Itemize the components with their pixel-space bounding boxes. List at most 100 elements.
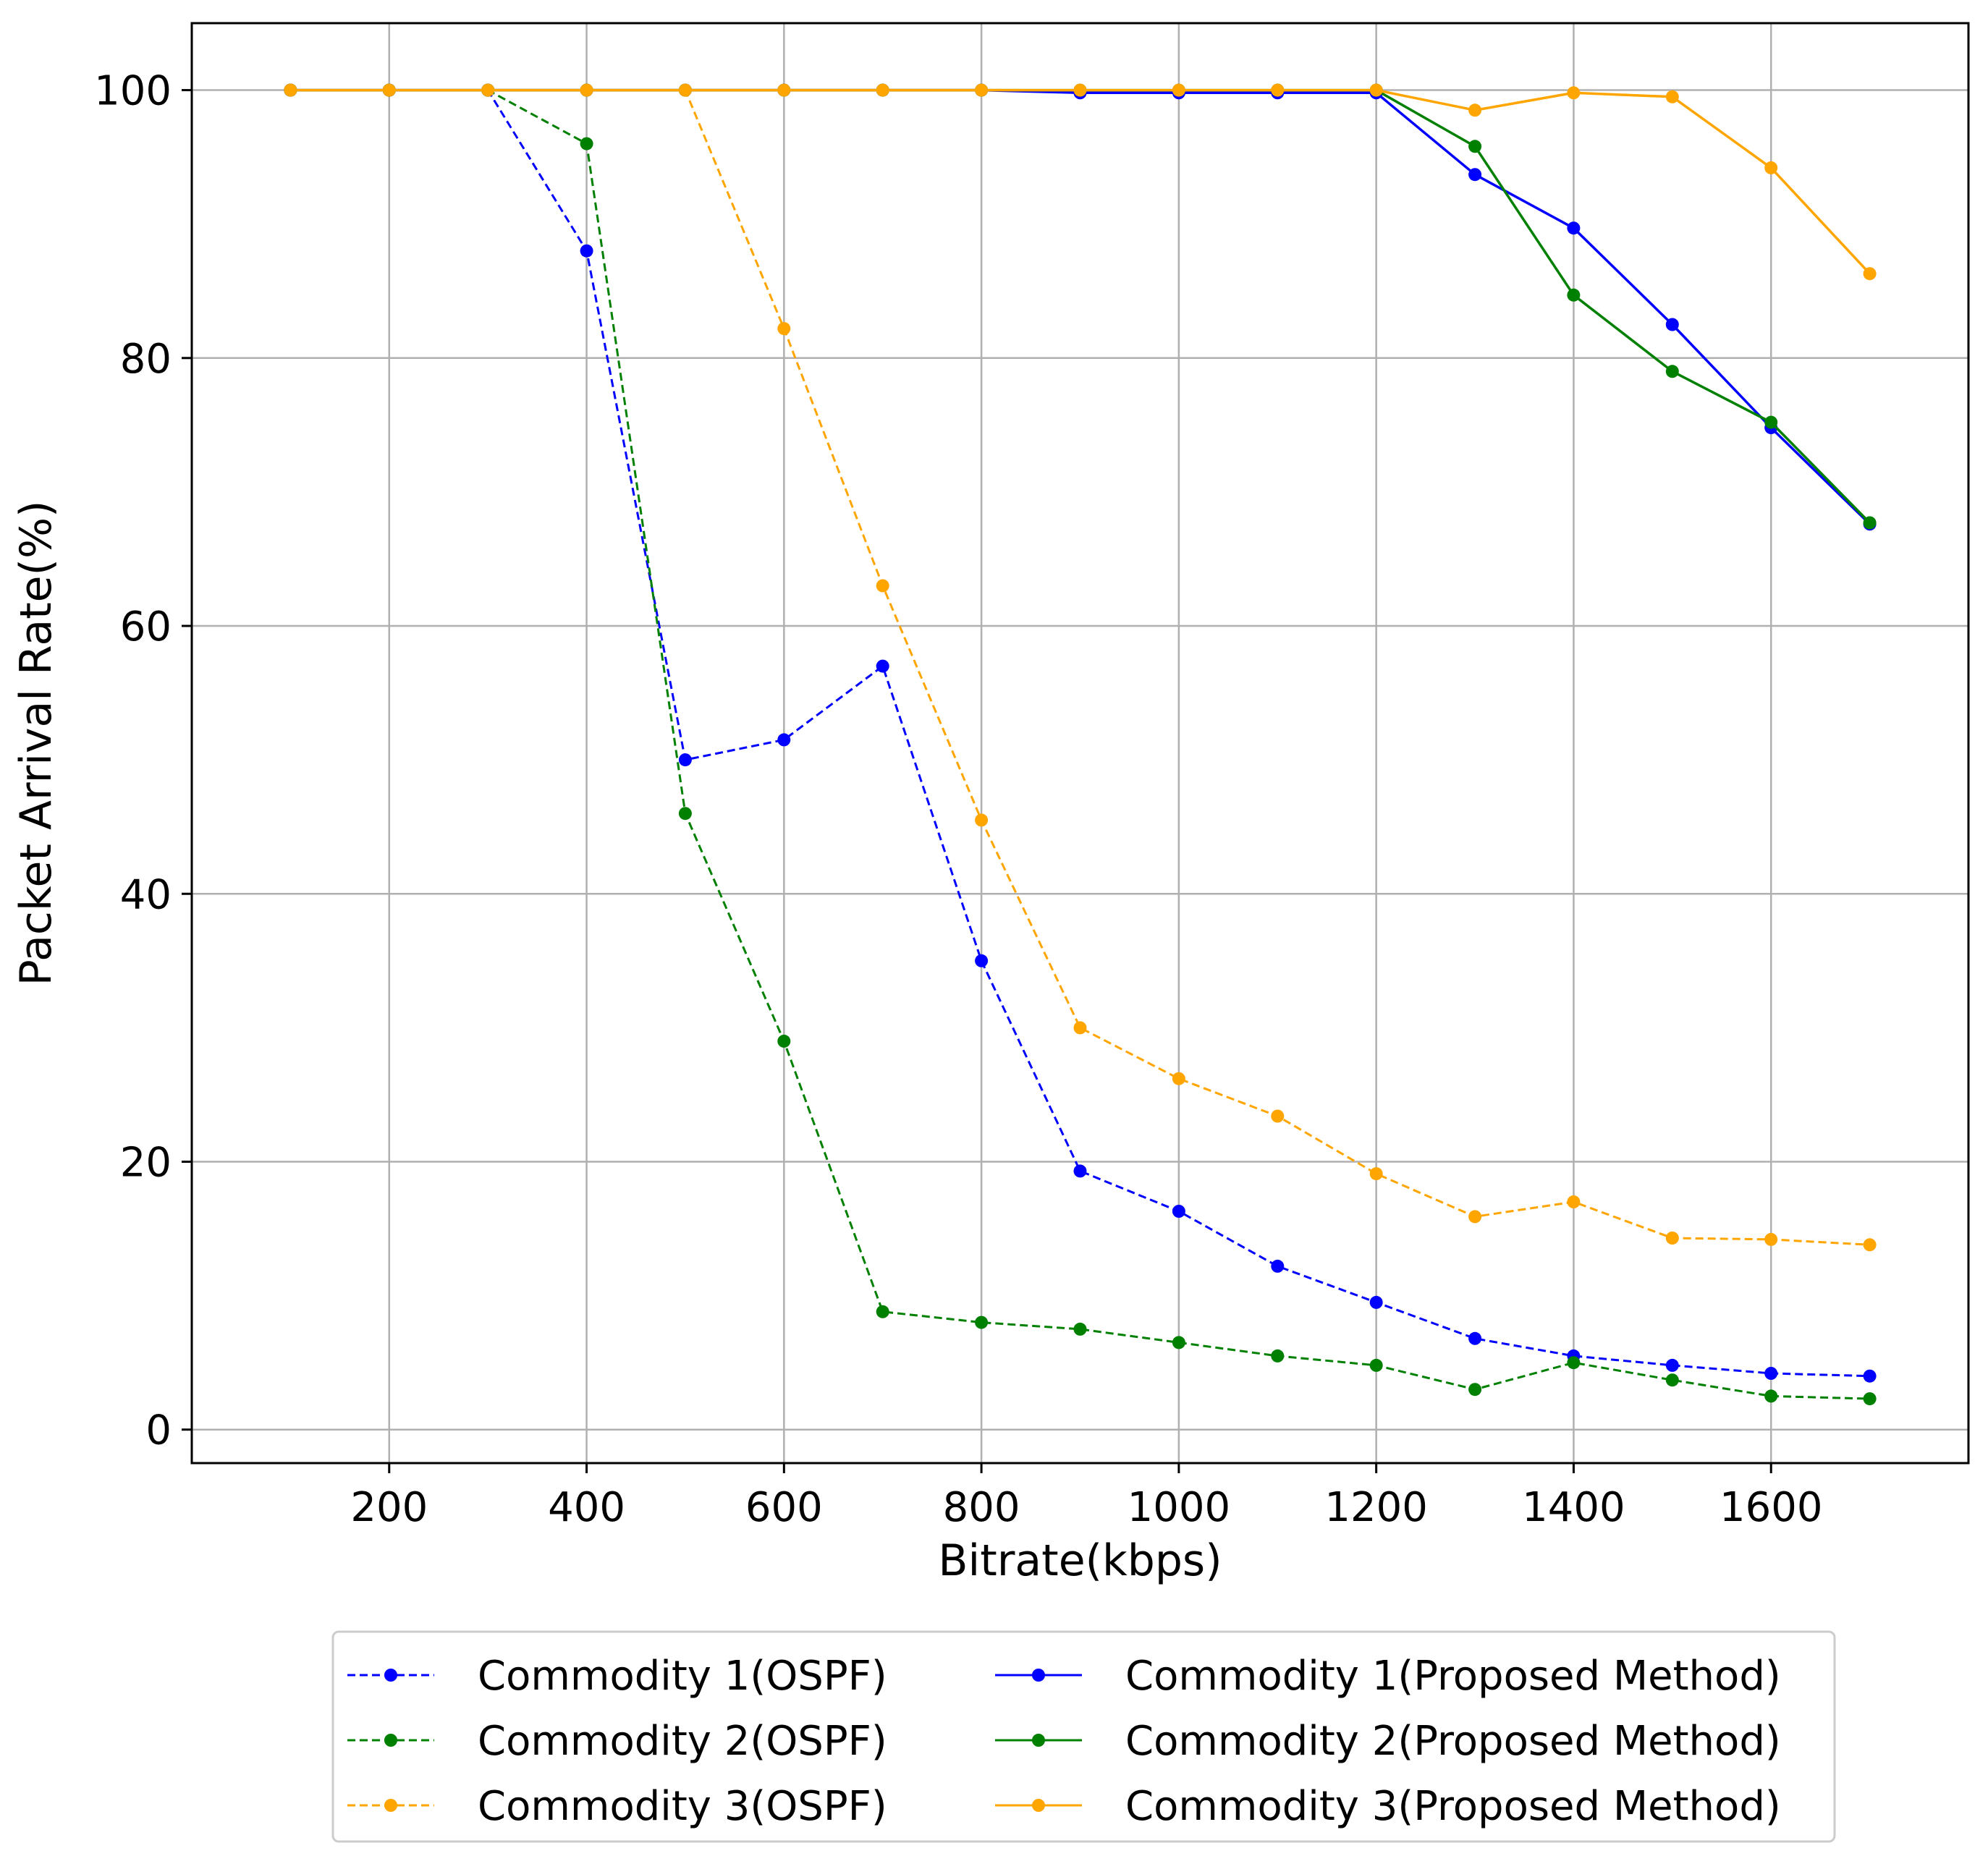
data-point: [1369, 1358, 1383, 1372]
data-point: [1665, 90, 1679, 103]
legend-label: Commodity 1(Proposed Method): [1125, 1653, 1781, 1700]
x-axis-label: Bitrate(kbps): [938, 1535, 1222, 1586]
data-point: [1468, 1383, 1482, 1397]
data-point: [678, 807, 692, 821]
data-point: [678, 753, 692, 767]
data-point: [975, 954, 989, 967]
x-tick-label: 400: [548, 1484, 625, 1531]
axis-ticks: 200 400 600 800 1000 1200 1400 1600 0 20 40 60 80 100: [94, 68, 1822, 1531]
series-line: [290, 89, 1870, 1378]
legend-item: Commodity 3(Proposed Method): [995, 1783, 1781, 1830]
data-point: [1567, 1356, 1581, 1370]
data-point: [1567, 1195, 1581, 1208]
y-tick-label: 20: [120, 1139, 172, 1186]
legend-label: Commodity 2(OSPF): [478, 1718, 887, 1765]
legend-label: Commodity 2(Proposed Method): [1125, 1718, 1781, 1765]
x-tick-label: 1600: [1720, 1484, 1823, 1531]
legend-box: [331, 1630, 1836, 1843]
legend-swatch-marker: [1032, 1799, 1045, 1812]
x-tick-label: 600: [745, 1484, 823, 1531]
data-point: [777, 322, 791, 336]
data-point: [975, 1315, 989, 1329]
data-point: [1468, 168, 1482, 182]
data-point: [1863, 267, 1877, 281]
data-point: [1172, 1336, 1185, 1349]
series-lines: [284, 83, 1877, 1406]
legend: Commodity 1(OSPF) Commodity 2(OSPF) Commod…: [331, 1630, 1836, 1843]
data-point: [1665, 1358, 1679, 1372]
data-point: [580, 244, 593, 258]
data-point: [975, 813, 989, 827]
y-tick-label: 100: [94, 68, 172, 115]
data-point: [382, 83, 396, 97]
data-point: [1271, 1349, 1285, 1363]
data-point: [1468, 140, 1482, 153]
legend-label: Commodity 3(OSPF): [478, 1783, 887, 1830]
data-point: [481, 83, 495, 97]
legend-swatch-marker: [1032, 1669, 1045, 1682]
legend-item: Commodity 2(Proposed Method): [995, 1718, 1781, 1765]
data-point: [1567, 288, 1581, 302]
data-point: [580, 83, 593, 97]
data-point: [1073, 83, 1087, 97]
legend-label: Commodity 3(Proposed Method): [1125, 1783, 1781, 1830]
data-point: [1863, 516, 1877, 530]
data-point: [1764, 1389, 1778, 1403]
data-point: [1073, 1164, 1087, 1178]
legend-item: Commodity 1(Proposed Method): [995, 1653, 1781, 1700]
legend-label: Commodity 1(OSPF): [478, 1653, 887, 1700]
legend-swatch-marker: [384, 1734, 397, 1747]
x-tick-label: 1200: [1324, 1484, 1428, 1531]
data-point: [1172, 1205, 1185, 1218]
data-point: [1073, 1322, 1087, 1336]
data-point: [1172, 1072, 1185, 1085]
data-point: [580, 137, 593, 151]
data-point: [1369, 1167, 1383, 1181]
data-point: [1665, 1232, 1679, 1245]
data-point: [1172, 83, 1185, 97]
data-point: [678, 83, 692, 97]
data-point: [1073, 1021, 1087, 1035]
data-point: [876, 83, 889, 97]
data-point: [1764, 415, 1778, 429]
data-point: [1271, 1109, 1285, 1123]
data-point: [777, 733, 791, 747]
data-point: [1764, 1367, 1778, 1380]
data-point: [1863, 1369, 1877, 1383]
data-point: [876, 579, 889, 593]
data-point: [1863, 1238, 1877, 1252]
legend-item: Commodity 3(OSPF): [347, 1783, 887, 1830]
legend-item: Commodity 2(OSPF): [347, 1718, 887, 1765]
data-point: [876, 1305, 889, 1318]
legend-swatch-marker: [1032, 1734, 1045, 1747]
data-point: [1468, 1331, 1482, 1345]
x-tick-label: 1000: [1128, 1484, 1231, 1531]
x-tick-label: 200: [350, 1484, 428, 1531]
data-point: [1468, 103, 1482, 117]
data-point: [1665, 318, 1679, 331]
data-point: [975, 83, 989, 97]
data-point: [876, 659, 889, 673]
legend-swatch-marker: [384, 1799, 397, 1812]
series-line: [290, 89, 1870, 1400]
data-point: [1468, 1210, 1482, 1224]
data-point: [1271, 1259, 1285, 1273]
series-2: [284, 83, 1877, 1406]
data-point: [1863, 1392, 1877, 1406]
legend-swatch-marker: [384, 1669, 397, 1682]
data-point: [1271, 83, 1285, 97]
y-tick-label: 80: [120, 336, 172, 383]
x-tick-label: 800: [943, 1484, 1020, 1531]
data-point: [284, 83, 297, 97]
data-point: [1369, 1295, 1383, 1309]
data-point: [1567, 86, 1581, 100]
data-point: [777, 83, 791, 97]
data-point: [1665, 365, 1679, 378]
data-point: [1665, 1373, 1679, 1387]
data-point: [1567, 221, 1581, 235]
y-tick-label: 60: [120, 603, 172, 651]
y-tick-label: 0: [145, 1407, 172, 1454]
plot-area-frame: [190, 22, 1970, 1465]
y-tick-label: 40: [120, 871, 172, 918]
